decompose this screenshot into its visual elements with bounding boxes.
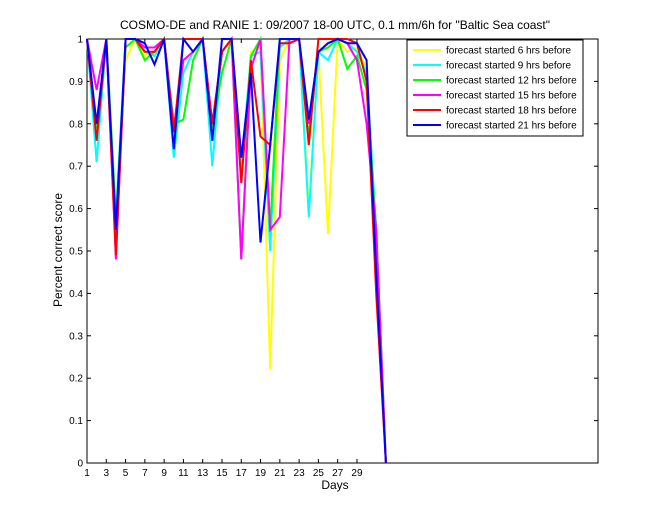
x-tick-label: 1 [84, 468, 90, 479]
x-tick-label: 17 [236, 468, 248, 479]
legend: forecast started 6 hrs before forecast st… [406, 39, 584, 137]
x-tick-label: 9 [161, 468, 167, 479]
legend-entry-5: forecast started 18 hrs before [446, 106, 577, 117]
x-tick-label: 3 [104, 468, 110, 479]
y-tick-label: 0.7 [69, 162, 83, 173]
y-tick-label: 0.4 [69, 289, 83, 300]
y-tick-label: 0 [77, 459, 83, 470]
x-tick-label: 29 [351, 468, 363, 479]
y-tick-label: 0.2 [69, 374, 83, 385]
x-tick-label: 11 [178, 468, 189, 479]
y-axis-label: Percent correct score [51, 193, 65, 307]
legend-entry-4: forecast started 15 hrs before [446, 91, 577, 102]
legend-entry-2: forecast started 9 hrs before [446, 61, 572, 72]
x-axis-label: Days [321, 478, 348, 492]
legend-entry-1: forecast started 6 hrs before [446, 46, 572, 57]
x-tick-label: 23 [294, 468, 306, 479]
legend-entry-3: forecast started 12 hrs before [446, 76, 577, 87]
x-tick-label: 7 [142, 468, 148, 479]
x-tick-label: 21 [274, 468, 286, 479]
y-tick-label: 0.8 [69, 119, 83, 130]
y-tick-label: 0.5 [69, 247, 83, 258]
y-tick-label: 0.6 [69, 204, 83, 215]
x-tick-label: 13 [197, 468, 209, 479]
chart-title: COSMO-DE and RANIE 1: 09/2007 18-00 UTC,… [120, 18, 550, 32]
y-tick-label: 0.9 [69, 77, 83, 88]
series-line-6 [86, 36, 387, 464]
x-tick-label: 5 [123, 468, 129, 479]
legend-box [406, 39, 584, 137]
x-tick-label: 25 [313, 468, 325, 479]
x-tick-label: 27 [332, 468, 344, 479]
legend-entry-6: forecast started 21 hrs before [446, 121, 577, 132]
y-tick-label: 1 [77, 35, 83, 46]
y-tick-label: 0.3 [69, 331, 83, 342]
x-tick-label: 19 [255, 468, 267, 479]
x-tick-label: 15 [216, 468, 228, 479]
y-tick-label: 0.1 [69, 416, 83, 427]
